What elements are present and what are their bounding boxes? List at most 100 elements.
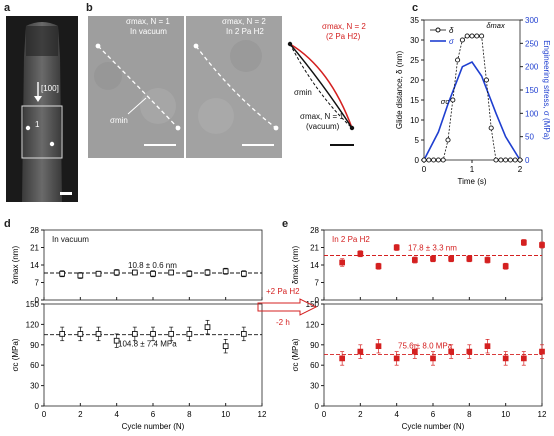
bottom-y-axis-label: σc (MPa) xyxy=(291,338,300,371)
sigma-line xyxy=(423,60,521,161)
x-tick-label: 8 xyxy=(467,410,472,419)
scale-bar xyxy=(144,144,176,146)
top-point xyxy=(222,268,229,275)
top-point xyxy=(448,255,455,262)
y-tick-label-right: 150 xyxy=(525,86,539,95)
bottom-point xyxy=(393,355,400,362)
panel-letter-c: c xyxy=(412,2,419,14)
x-tick-label: 2 xyxy=(78,410,83,419)
top-y-tick-label: 0 xyxy=(35,296,40,305)
bottom-point xyxy=(430,355,436,362)
transition-label-bottom: -2 h xyxy=(276,318,290,327)
delta-point xyxy=(421,157,427,163)
top-point xyxy=(430,255,436,262)
top-y-tick-label: 7 xyxy=(35,279,40,288)
y-tick-label-left: 5 xyxy=(415,136,420,145)
top-point xyxy=(168,269,175,276)
bottom-point xyxy=(240,331,247,337)
bottom-point xyxy=(95,331,102,337)
delta-line xyxy=(424,35,520,161)
top-mean-label: 17.8 ± 3.3 nm xyxy=(408,244,457,253)
condition-label: In vacuum xyxy=(52,235,89,244)
bottom-mean-label: 104.8 ± 7.4 MPa xyxy=(118,340,177,349)
x-tick-label: 6 xyxy=(431,410,436,419)
bottom-y-tick-label: 0 xyxy=(315,402,320,411)
delta-point xyxy=(445,137,451,143)
top-point xyxy=(520,239,527,246)
marker-1-label: 1 xyxy=(35,120,40,129)
top-point xyxy=(240,270,247,277)
y-tick-label-left: 30 xyxy=(410,36,419,45)
bottom-point xyxy=(339,355,346,362)
bottom-point xyxy=(131,331,138,337)
scale-bar xyxy=(60,192,72,195)
top-point xyxy=(131,269,138,276)
transition-arrow xyxy=(257,298,318,316)
top-point xyxy=(411,257,418,263)
scale-bar xyxy=(242,144,274,146)
chart-c: 0 1 205101520253035050100150200250300Time … xyxy=(395,16,551,186)
bottom-point xyxy=(222,343,229,350)
delta-point xyxy=(493,157,499,163)
x-tick-label: 1 xyxy=(470,165,475,174)
top-point xyxy=(113,269,120,276)
x-tick-label: 12 xyxy=(258,410,267,419)
bottom-point xyxy=(186,331,193,337)
bottom-y-axis-label: σc (MPa) xyxy=(11,338,20,371)
bottom-y-tick-label: 0 xyxy=(35,402,40,411)
bottom-point xyxy=(466,348,473,355)
top-point xyxy=(204,269,211,276)
bottom-frame xyxy=(43,303,263,407)
top-point xyxy=(539,242,545,248)
bottom-point xyxy=(502,355,509,362)
delta-point xyxy=(517,157,523,163)
x-tick-label: 8 xyxy=(187,410,192,419)
top-y-tick-label: 7 xyxy=(315,279,320,288)
x-tick-label: 0 xyxy=(322,410,327,419)
x-axis-label: Time (s) xyxy=(457,177,486,186)
delta-point xyxy=(426,157,432,163)
diag-black-label-2: (vacuum) xyxy=(306,122,340,131)
bottom-y-tick-label: 90 xyxy=(30,341,39,350)
top-y-tick-label: 21 xyxy=(310,244,319,253)
transition-label-top: +2 Pa H2 xyxy=(266,287,300,296)
top-mean-label: 10.8 ± 0.6 nm xyxy=(128,261,177,270)
top-point xyxy=(59,270,66,277)
x-tick-label: 6 xyxy=(151,410,156,419)
top-point xyxy=(375,263,382,270)
y-tick-label-left: 20 xyxy=(410,76,419,85)
nanopillar-shape xyxy=(22,22,62,202)
bottom-point xyxy=(150,331,156,337)
bottom-point xyxy=(448,348,455,355)
diag-red-label-2: (2 Pa H2) xyxy=(326,32,361,41)
y-tick-label-left: 10 xyxy=(410,116,419,125)
y-tick-label-right: 0 xyxy=(525,156,530,165)
delta-point xyxy=(459,37,465,43)
y-tick-label-right: 50 xyxy=(525,133,534,142)
bottom-y-tick-label: 120 xyxy=(306,320,320,329)
delta-point xyxy=(507,157,513,163)
y-tick-label-left: 0 xyxy=(415,156,420,165)
top-point xyxy=(150,270,156,277)
y-tick-label-left: 25 xyxy=(410,56,419,65)
top-y-tick-label: 14 xyxy=(310,261,319,270)
delta-point xyxy=(512,157,518,163)
bottom-point xyxy=(411,348,418,355)
img1-arrow-label: σmin xyxy=(110,116,128,125)
top-point xyxy=(466,255,473,262)
delta-point xyxy=(440,157,446,163)
panel-a-micrograph xyxy=(6,16,78,202)
panel-letter-e: e xyxy=(282,218,289,230)
bottom-mean-label: 75.6 ± 8.0 MPa xyxy=(398,342,453,351)
region-box xyxy=(21,105,63,159)
y-tick-label-right: 300 xyxy=(525,16,539,25)
bottom-point xyxy=(59,331,66,337)
panel-letter-a: a xyxy=(4,2,11,14)
x-tick-label: 10 xyxy=(501,410,510,419)
top-point xyxy=(77,272,84,279)
img1-sigma-label: σmax, N = 1 xyxy=(126,17,170,26)
delta-point xyxy=(450,97,456,103)
delta-point xyxy=(435,157,441,163)
delta-point xyxy=(474,33,480,39)
